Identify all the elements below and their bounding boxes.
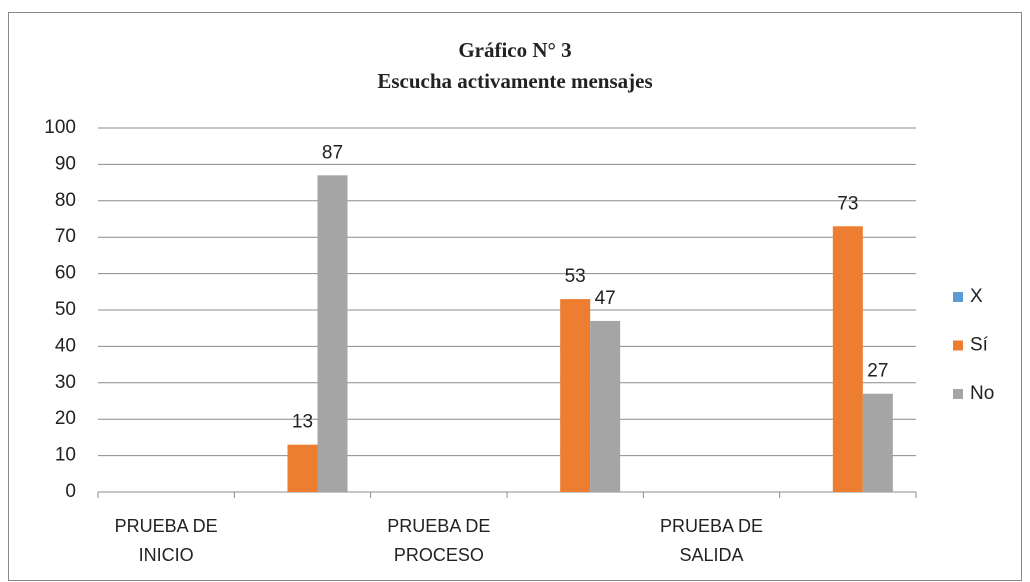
bar bbox=[287, 444, 318, 492]
data-label: 73 bbox=[837, 193, 858, 214]
y-tick-label: 90 bbox=[55, 153, 76, 174]
chart-title: Gráfico N° 3 bbox=[458, 38, 571, 62]
y-tick-label: 80 bbox=[55, 190, 76, 211]
bar bbox=[317, 175, 348, 492]
x-tick-label: PRUEBA DE PROCESO bbox=[387, 516, 491, 565]
data-label: 13 bbox=[292, 412, 313, 433]
legend-swatch bbox=[953, 340, 963, 351]
bar bbox=[832, 226, 863, 492]
legend-swatch bbox=[953, 389, 963, 399]
bar bbox=[590, 320, 621, 492]
data-label: 53 bbox=[565, 266, 586, 287]
chart-frame bbox=[8, 12, 1022, 581]
y-tick-label: 100 bbox=[44, 117, 76, 138]
legend-label: Sí bbox=[970, 335, 989, 356]
data-label: 87 bbox=[322, 142, 343, 163]
x-tick-label: PRUEBA DE SALIDA bbox=[659, 516, 764, 565]
y-tick-label: 20 bbox=[55, 408, 76, 429]
x-tick-label: PRUEBA DE INICIO bbox=[114, 516, 218, 565]
legend-label: X bbox=[970, 286, 983, 307]
y-tick-label: 60 bbox=[55, 263, 76, 284]
y-tick-label: 0 bbox=[65, 481, 76, 502]
data-label: 27 bbox=[867, 361, 888, 382]
legend-swatch bbox=[953, 292, 963, 302]
chart-subtitle: Escucha activamente mensajes bbox=[377, 69, 652, 93]
bar bbox=[862, 393, 893, 492]
y-tick-label: 10 bbox=[55, 445, 76, 466]
y-tick-label: 30 bbox=[55, 372, 76, 393]
y-tick-label: 70 bbox=[55, 226, 76, 247]
data-label: 47 bbox=[595, 288, 616, 309]
bar bbox=[560, 299, 591, 492]
legend-label: No bbox=[970, 383, 994, 404]
y-tick-label: 50 bbox=[55, 299, 76, 320]
y-tick-label: 40 bbox=[55, 335, 76, 356]
